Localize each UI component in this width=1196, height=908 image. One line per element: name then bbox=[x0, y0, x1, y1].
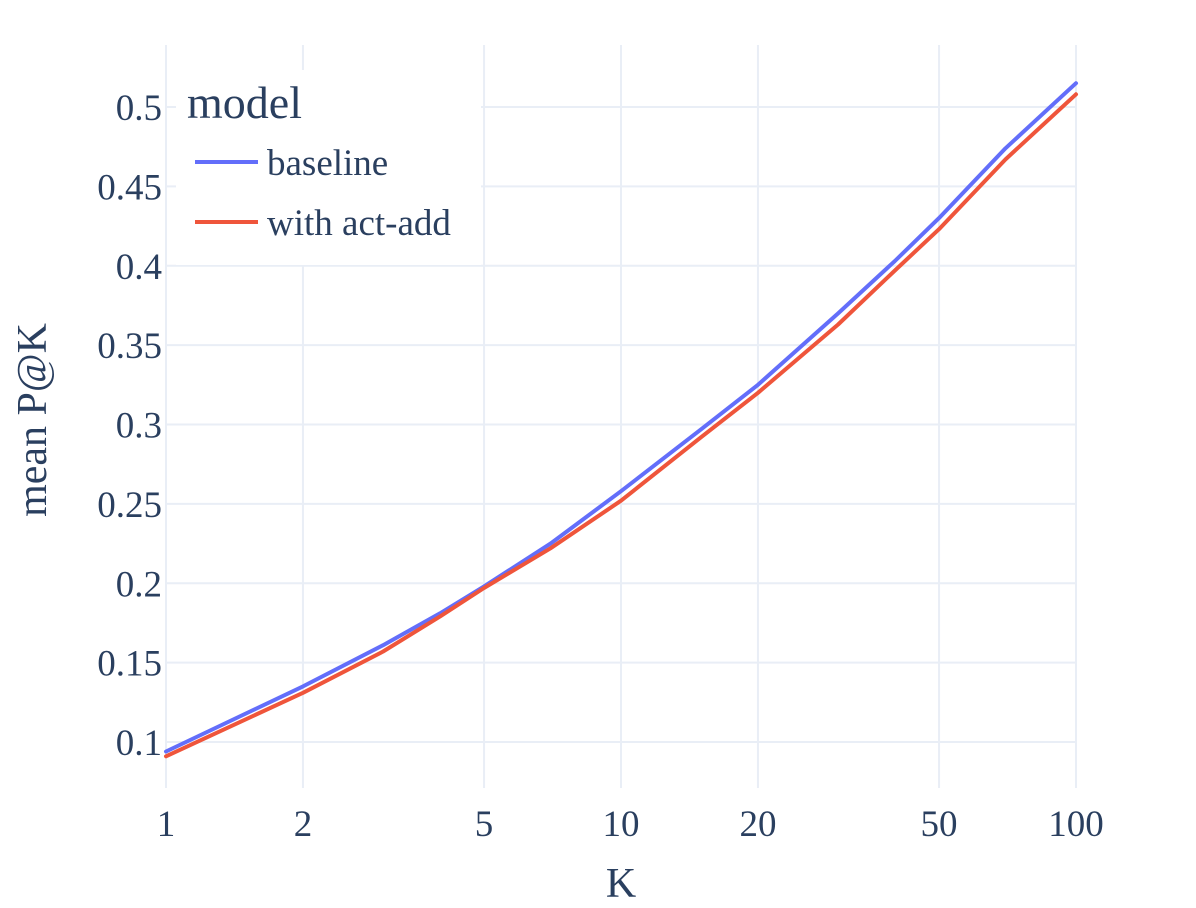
legend-background bbox=[176, 70, 481, 265]
y-axis-title: mean P@K bbox=[10, 323, 56, 517]
y-tick-label: 0.3 bbox=[116, 406, 162, 447]
x-tick-label: 2 bbox=[294, 804, 313, 845]
y-tick-label: 0.45 bbox=[97, 167, 162, 208]
x-axis-title: K bbox=[606, 861, 636, 907]
y-tick-label: 0.25 bbox=[97, 485, 162, 526]
x-tick-label: 50 bbox=[921, 804, 958, 845]
x-tick-label: 100 bbox=[1048, 804, 1104, 845]
grid-layer bbox=[165, 45, 1077, 788]
legend-label: baseline bbox=[267, 143, 388, 184]
series-line-with-act-add bbox=[164, 92, 1078, 759]
y-tick-label: 0.35 bbox=[97, 326, 162, 367]
y-tick-label: 0.5 bbox=[116, 88, 162, 129]
series-layer bbox=[164, 81, 1078, 759]
x-tick-label: 1 bbox=[157, 804, 176, 845]
y-tick-label: 0.2 bbox=[116, 564, 162, 605]
y-axis-ticks: 0.1 0.15 0.2 0.25 0.3 0.35 0.4 0.45 0.5 bbox=[97, 88, 162, 764]
x-tick-label: 5 bbox=[475, 804, 494, 845]
y-tick-label: 0.1 bbox=[116, 723, 162, 764]
legend-title: model bbox=[187, 77, 302, 128]
x-tick-label: 20 bbox=[739, 804, 776, 845]
legend-label: with act-add bbox=[267, 203, 451, 244]
series-line-baseline bbox=[164, 81, 1078, 754]
y-tick-label: 0.4 bbox=[116, 247, 162, 288]
x-tick-label: 10 bbox=[603, 804, 640, 845]
legend: baseline with act-add bbox=[195, 143, 451, 244]
x-axis-ticks: 1 2 5 10 20 50 100 bbox=[157, 804, 1104, 845]
y-tick-label: 0.15 bbox=[97, 644, 162, 685]
